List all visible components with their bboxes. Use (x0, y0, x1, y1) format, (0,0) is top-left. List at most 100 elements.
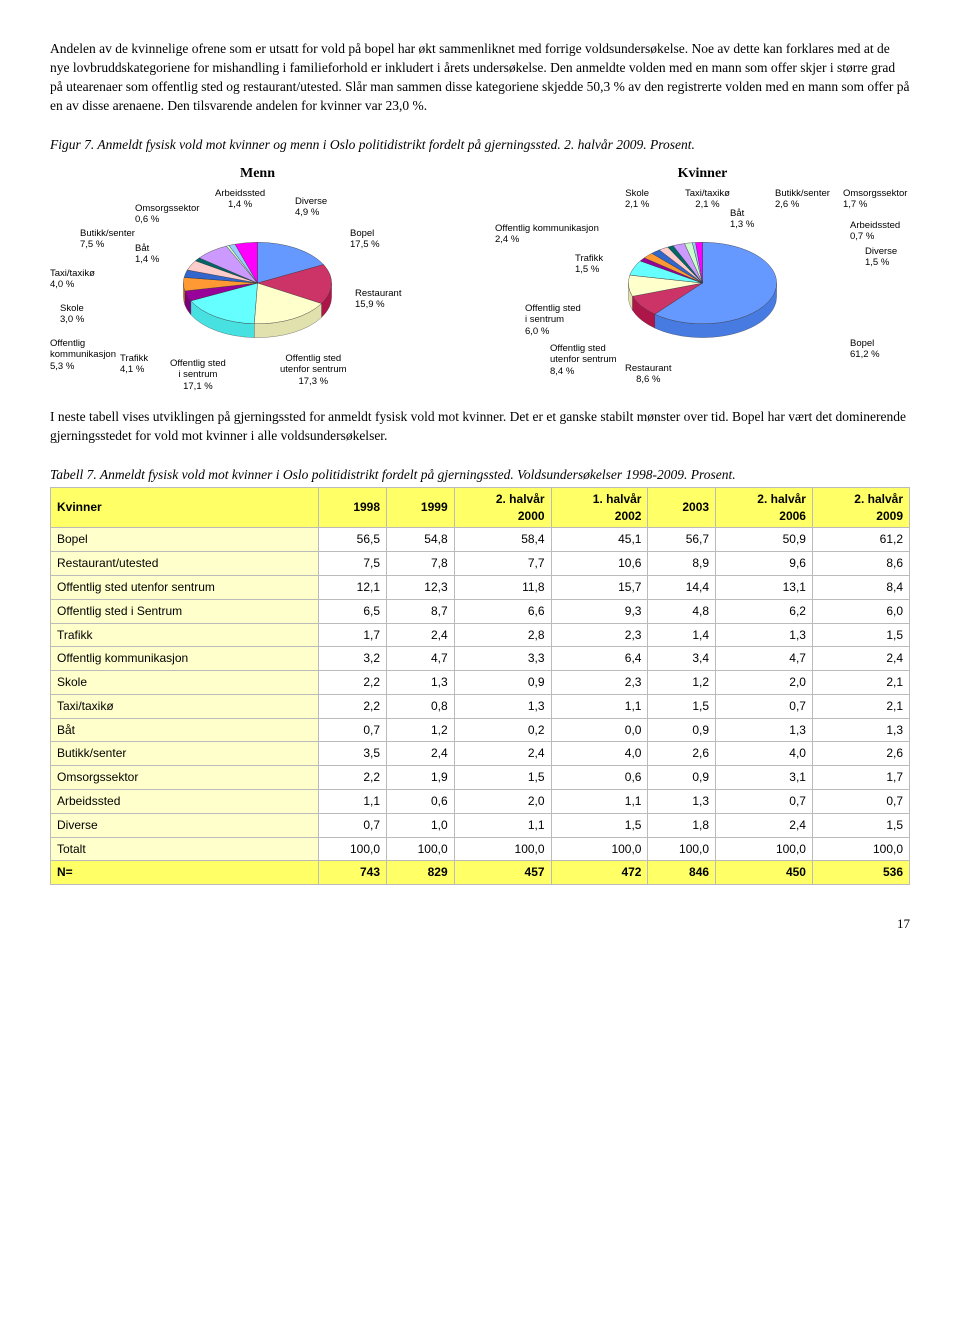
table-cell: 12,3 (387, 575, 455, 599)
table-cell: 100,0 (387, 837, 455, 861)
table-header: 1. halvår2002 (551, 487, 648, 528)
table-cell: 457 (454, 861, 551, 885)
chart-label-arbeidssted: Arbeidssted0,7 % (850, 220, 900, 243)
table-cell: 1,3 (454, 694, 551, 718)
table-cell: 9,6 (716, 552, 813, 576)
table-row: Taxi/taxikø2,20,81,31,11,50,72,1 (51, 694, 910, 718)
table-header: 1999 (387, 487, 455, 528)
table-cell: 7,5 (319, 552, 387, 576)
menn-chart: Menn Arbeidssted1,4 %Diverse4,9 %Bopel17… (50, 164, 465, 388)
table-cell: 1,5 (648, 694, 716, 718)
table-cell: 4,0 (716, 742, 813, 766)
kvinner-chart-title: Kvinner (495, 164, 910, 184)
table-cell: 4,8 (648, 599, 716, 623)
table-cell: 56,7 (648, 528, 716, 552)
charts-row: Menn Arbeidssted1,4 %Diverse4,9 %Bopel17… (50, 164, 910, 388)
table-cell: N= (51, 861, 319, 885)
table-cell: 2,1 (812, 671, 909, 695)
table-cell: 56,5 (319, 528, 387, 552)
table-cell: 0,7 (319, 813, 387, 837)
table-cell: 450 (716, 861, 813, 885)
chart-label-off_sentrum: Offentlig stedi sentrum6,0 % (525, 303, 581, 337)
table-cell: 100,0 (454, 837, 551, 861)
table-cell: 2,3 (551, 623, 648, 647)
table-cell: 2,2 (319, 671, 387, 695)
table-cell: Restaurant/utested (51, 552, 319, 576)
table-cell: 3,3 (454, 647, 551, 671)
table-cell: 536 (812, 861, 909, 885)
table-cell: 45,1 (551, 528, 648, 552)
table-cell: 9,3 (551, 599, 648, 623)
table-cell: 0,7 (319, 718, 387, 742)
table-cell: 1,7 (319, 623, 387, 647)
table-cell: 2,4 (387, 742, 455, 766)
table-cell: 58,4 (454, 528, 551, 552)
table-cell: 829 (387, 861, 455, 885)
table-row: Omsorgssektor2,21,91,50,60,93,11,7 (51, 766, 910, 790)
table-cell: 2,6 (812, 742, 909, 766)
table-row: Diverse0,71,01,11,51,82,41,5 (51, 813, 910, 837)
table-cell: Omsorgssektor (51, 766, 319, 790)
table-cell: 0,7 (716, 790, 813, 814)
table-cell: 2,6 (648, 742, 716, 766)
table-cell: 54,8 (387, 528, 455, 552)
table-cell: 6,2 (716, 599, 813, 623)
table-row: Arbeidssted1,10,62,01,11,30,70,7 (51, 790, 910, 814)
table-cell: 61,2 (812, 528, 909, 552)
table-cell: Trafikk (51, 623, 319, 647)
table-cell: 100,0 (319, 837, 387, 861)
intro-paragraph: Andelen av de kvinnelige ofrene som er u… (50, 40, 910, 116)
table-cell: 2,4 (812, 647, 909, 671)
chart-label-arbeidssted: Arbeidssted1,4 % (215, 188, 265, 211)
table-cell: 2,8 (454, 623, 551, 647)
table-cell: 2,4 (716, 813, 813, 837)
table-cell: 13,1 (716, 575, 813, 599)
table-cell: 1,3 (716, 718, 813, 742)
table-cell: 4,0 (551, 742, 648, 766)
table-cell: 0,6 (551, 766, 648, 790)
chart-label-bat: Båt1,3 % (730, 208, 754, 231)
chart-label-trafikk: Trafikk1,5 % (575, 253, 603, 276)
table-cell: 50,9 (716, 528, 813, 552)
table-cell: 14,4 (648, 575, 716, 599)
table-cell: 12,1 (319, 575, 387, 599)
table-header: 2. halvår2000 (454, 487, 551, 528)
chart-label-restaurant: Restaurant8,6 % (625, 363, 671, 386)
table-row: Totalt100,0100,0100,0100,0100,0100,0100,… (51, 837, 910, 861)
table-cell: 1,3 (812, 718, 909, 742)
table-cell: 1,3 (716, 623, 813, 647)
table-cell: 100,0 (716, 837, 813, 861)
table-cell: 1,1 (551, 790, 648, 814)
table-cell: 2,4 (387, 623, 455, 647)
table-cell: 1,0 (387, 813, 455, 837)
table-cell: 1,5 (812, 623, 909, 647)
table-cell: Arbeidssted (51, 790, 319, 814)
table-cell: 8,9 (648, 552, 716, 576)
chart-label-skole: Skole3,0 % (60, 303, 84, 326)
table-cell: Butikk/senter (51, 742, 319, 766)
table-header: Kvinner (51, 487, 319, 528)
table-cell: 1,5 (454, 766, 551, 790)
table-cell: 1,1 (319, 790, 387, 814)
table-cell: 2,2 (319, 766, 387, 790)
table-row: Offentlig sted utenfor sentrum12,112,311… (51, 575, 910, 599)
table-cell: 1,3 (387, 671, 455, 695)
table-cell: 8,7 (387, 599, 455, 623)
table-cell: 11,8 (454, 575, 551, 599)
table-cell: 100,0 (812, 837, 909, 861)
table-header: 2. halvår2009 (812, 487, 909, 528)
table-cell: 6,0 (812, 599, 909, 623)
table-cell: 15,7 (551, 575, 648, 599)
table-title: Tabell 7. Anmeldt fysisk vold mot kvinne… (50, 466, 910, 485)
table-row: Trafikk1,72,42,82,31,41,31,5 (51, 623, 910, 647)
chart-label-taxi: Taxi/taxikø2,1 % (685, 188, 730, 211)
table-cell: 6,4 (551, 647, 648, 671)
chart-label-butikk: Butikk/senter7,5 % (80, 228, 135, 251)
table-cell: 0,0 (551, 718, 648, 742)
table-cell: 4,7 (387, 647, 455, 671)
table-header: 2. halvår2006 (716, 487, 813, 528)
table-cell: 1,8 (648, 813, 716, 837)
table-cell: 0,6 (387, 790, 455, 814)
table-cell: 6,6 (454, 599, 551, 623)
table-cell: 0,9 (648, 766, 716, 790)
